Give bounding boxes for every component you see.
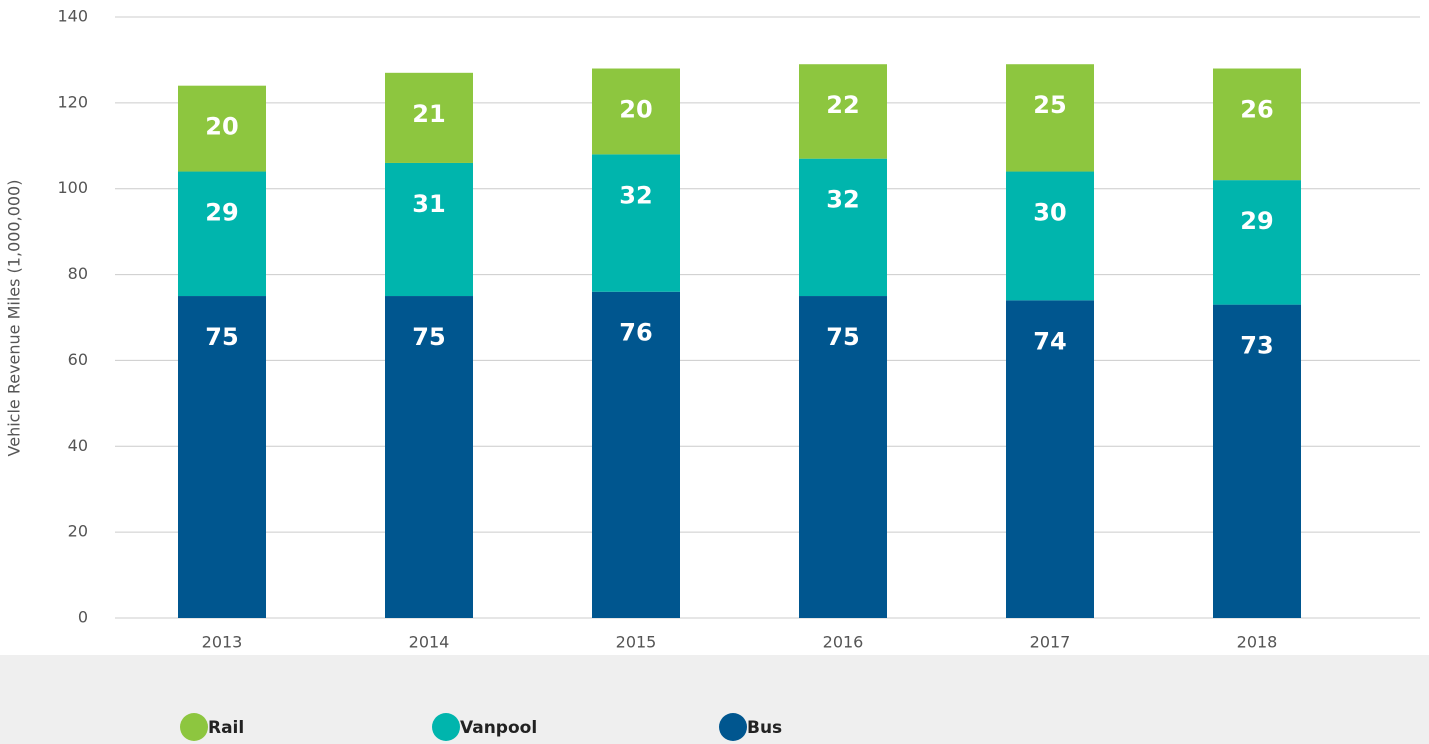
legend-band	[0, 655, 1429, 744]
legend-swatch	[432, 713, 460, 741]
bar-segment	[178, 85, 266, 172]
value-label: 31	[412, 190, 445, 218]
x-tick-label: 2017	[1030, 633, 1071, 652]
value-label: 21	[412, 100, 445, 128]
bar-segment	[592, 154, 680, 292]
value-label: 75	[205, 323, 238, 351]
value-label: 76	[619, 319, 652, 347]
bar-segment	[178, 296, 266, 618]
bar-segment	[385, 296, 473, 618]
legend-label: Vanpool	[460, 718, 537, 738]
bar-segment	[1006, 64, 1094, 172]
bar-segment	[385, 162, 473, 297]
value-label: 29	[205, 199, 238, 227]
bar-segment	[799, 296, 887, 618]
value-label: 20	[205, 113, 238, 141]
y-tick-label: 60	[68, 350, 88, 369]
bar-segment	[1213, 68, 1301, 181]
bar-segment	[1006, 171, 1094, 301]
bar-segment	[799, 64, 887, 159]
value-label: 74	[1033, 327, 1066, 355]
y-tick-label: 120	[57, 92, 88, 111]
value-label: 75	[412, 323, 445, 351]
value-label: 75	[826, 323, 859, 351]
bar-segment	[178, 171, 266, 297]
x-tick-label: 2018	[1237, 633, 1278, 652]
y-tick-label: 80	[68, 264, 88, 283]
value-label: 25	[1033, 91, 1066, 119]
value-label: 32	[619, 181, 652, 209]
bar-segment	[592, 68, 680, 155]
y-tick-label: 100	[57, 178, 88, 197]
value-label: 29	[1240, 207, 1273, 235]
legend-label: Rail	[208, 718, 244, 738]
y-tick-label: 40	[68, 436, 88, 455]
legend-label: Bus	[747, 718, 782, 738]
legend-swatch	[719, 713, 747, 741]
x-tick-label: 2015	[616, 633, 657, 652]
value-label: 73	[1240, 332, 1273, 360]
bar-segment	[1006, 300, 1094, 618]
legend-swatch	[180, 713, 208, 741]
bar-segment	[592, 291, 680, 618]
y-tick-label: 20	[68, 522, 88, 541]
value-label: 20	[619, 96, 652, 124]
bar-segment	[799, 158, 887, 297]
value-label: 32	[826, 186, 859, 214]
value-label: 30	[1033, 199, 1066, 227]
y-tick-label: 140	[57, 7, 88, 26]
x-tick-label: 2014	[409, 633, 450, 652]
y-axis-label: Vehicle Revenue Miles (1,000,000)	[5, 180, 24, 457]
x-tick-label: 2016	[823, 633, 864, 652]
bar-segment	[1213, 304, 1301, 618]
value-label: 22	[826, 91, 859, 119]
bar-segment	[385, 72, 473, 163]
value-label: 26	[1240, 96, 1273, 124]
y-tick-label: 0	[78, 608, 88, 627]
x-tick-label: 2013	[202, 633, 243, 652]
bar-segment	[1213, 180, 1301, 305]
